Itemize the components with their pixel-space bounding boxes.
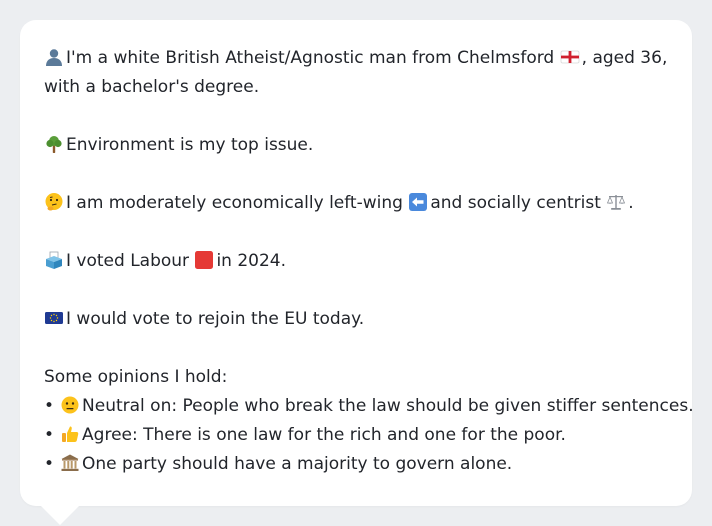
top-issue-line: Environment is my top issue.: [44, 131, 668, 160]
opinion-item: • One party should have a majority to go…: [44, 450, 668, 479]
eu-stance-text: I would vote to rejoin the EU today.: [66, 309, 365, 329]
profile-card: I'm a white British Atheist/Agnostic man…: [20, 20, 694, 506]
eu-stance-line: I would vote to rejoin the EU today.: [44, 305, 668, 334]
eu-flag-icon: [44, 308, 64, 328]
top-issue-text: Environment is my top issue.: [66, 135, 314, 155]
person-silhouette-icon: [44, 47, 64, 67]
bullet-point: •: [44, 454, 55, 474]
opinion-text: Neutral on: People who break the law sho…: [82, 396, 694, 416]
left-arrow-icon: [408, 192, 428, 212]
thumbs-up-icon: [60, 424, 80, 444]
opinion-text: Agree: There is one law for the rich and…: [82, 425, 566, 445]
identity-line: I'm a white British Atheist/Agnostic man…: [44, 44, 668, 73]
vote-text: I voted Labour: [66, 251, 190, 271]
opinion-item: • Agree: There is one law for the rich a…: [44, 421, 668, 450]
deciduous-tree-icon: [44, 134, 64, 154]
bullet-point: •: [44, 425, 55, 445]
identity-text: I'm a white British Atheist/Agnostic man…: [66, 48, 555, 68]
opinion-text: One party should have a majority to gove…: [82, 454, 513, 474]
position-period: .: [628, 193, 634, 213]
opinions-heading: Some opinions I hold:: [44, 367, 228, 387]
balance-scale-icon: [606, 192, 626, 212]
identity-age-text: , aged 36,: [581, 48, 668, 68]
economic-position-text: I am moderately economically left-wing: [66, 193, 403, 213]
neutral-face-icon: [60, 395, 80, 415]
red-square-icon: [194, 250, 214, 270]
vote-history-line: I voted Labour in 2024.: [44, 247, 668, 276]
england-flag-icon: [560, 47, 580, 67]
thinking-face-icon: [44, 192, 64, 212]
political-position-line: I am moderately economically left-wing a…: [44, 189, 668, 218]
bullet-point: •: [44, 396, 55, 416]
opinion-item: • Neutral on: People who break the law s…: [44, 392, 694, 421]
speech-bubble-tail: [40, 505, 80, 525]
ballot-box-icon: [44, 250, 64, 270]
vote-year-text: in 2024.: [216, 251, 287, 271]
identity-line-2: with a bachelor's degree.: [44, 77, 260, 97]
classical-building-icon: [60, 453, 80, 473]
social-position-text: and socially centrist: [430, 193, 601, 213]
